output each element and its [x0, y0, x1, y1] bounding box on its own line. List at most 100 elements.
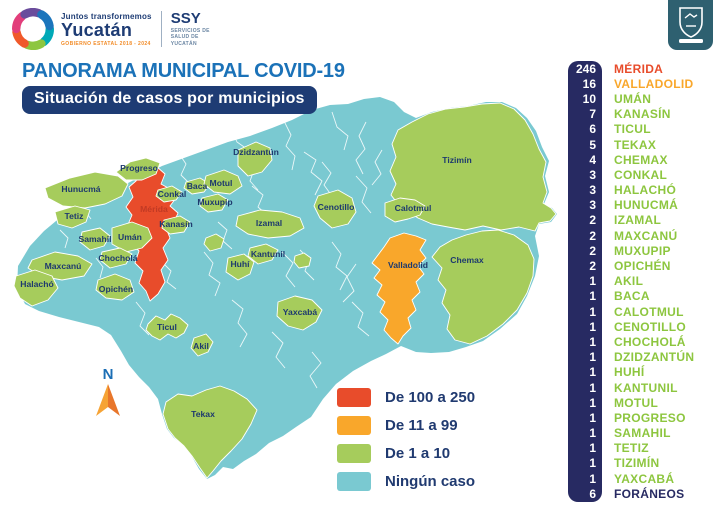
map-label-chochola: Chocholá [98, 253, 137, 263]
case-count: 10 [582, 91, 596, 106]
municipality-name: PROGRESO [614, 410, 686, 425]
agency-name: SERVICIOS DE SALUD DE YUCATÁN [170, 27, 210, 47]
municipality-name: FORÁNEOS [614, 486, 685, 501]
municipality-name: TEKAX [614, 137, 657, 152]
map-label-dzidzantun: Dzidzantún [233, 147, 279, 157]
map-region-baca [183, 177, 211, 195]
legend-row: De 1 a 10 [337, 444, 475, 463]
case-list-row: 1 AKIL [568, 274, 718, 289]
yucatan-knot-icon [12, 8, 54, 50]
map-region-tetiz [54, 205, 91, 229]
case-count: 6 [589, 486, 596, 501]
map-regions-green [13, 102, 557, 479]
case-list-row: 6 FORÁNEOS [568, 486, 718, 501]
map-region-small-b [293, 252, 312, 269]
map-label-yaxcaba: Yaxcabá [283, 307, 318, 317]
map-region-uman [111, 221, 153, 253]
map-label-izamal: Izamal [256, 218, 282, 228]
map-label-conkal: Conkal [158, 189, 187, 199]
case-list-row: 1 MOTUL [568, 395, 718, 410]
case-count: 1 [589, 365, 596, 380]
municipality-name: HUHÍ [614, 365, 645, 380]
municipality-name: IZAMAL [614, 213, 662, 228]
map-label-maxcanu: Maxcanú [45, 261, 82, 271]
map-region-conkal [155, 185, 183, 203]
municipality-name: CENOTILLO [614, 319, 687, 334]
map-label-muxupip: Muxupip [197, 197, 232, 207]
case-list-row: 2 MAXCANÚ [568, 228, 718, 243]
map-label-tizimin: Tizimín [442, 155, 471, 165]
map-label-calotmul: Calotmul [395, 203, 432, 213]
map-label-ticul: Ticul [157, 322, 177, 332]
case-list-row: 1 CHOCHOLÁ [568, 334, 718, 349]
legend-label: De 100 a 250 [385, 389, 476, 406]
case-list-row: 2 MUXUPIP [568, 243, 718, 258]
map-region-chemax [431, 229, 535, 345]
municipality-name: MUXUPIP [614, 243, 671, 258]
municipality-name: MOTUL [614, 395, 659, 410]
case-count: 4 [589, 152, 596, 167]
case-count: 6 [589, 122, 596, 137]
map-label-samahil: Samahil [79, 234, 112, 244]
case-count: 2 [589, 243, 596, 258]
municipality-name: SAMAHIL [614, 426, 671, 441]
municipality-name: KANASÍN [614, 107, 671, 122]
municipality-name: MÉRIDA [614, 61, 664, 76]
map-region-akil [190, 333, 214, 357]
map-label-progreso: Progreso [120, 163, 158, 173]
map-region-small-a [203, 233, 225, 252]
municipality-name: VALLADOLID [614, 76, 694, 91]
case-list-row: 246 MÉRIDA [568, 61, 718, 76]
map-label-halacho: Halachó [20, 279, 53, 289]
compass-north-label: N [102, 366, 114, 383]
case-list-row: 1 BACA [568, 289, 718, 304]
case-list-row: 4 CHEMAX [568, 152, 718, 167]
case-count: 16 [582, 76, 596, 91]
municipality-name: CONKAL [614, 167, 668, 182]
case-list-row: 1 DZIDZANTÚN [568, 350, 718, 365]
map-region-cenotillo [313, 189, 357, 229]
map-label-akil: Akil [193, 341, 209, 351]
case-list-row: 5 TEKAX [568, 137, 718, 152]
legend-label: De 1 a 10 [385, 445, 451, 462]
map-region-yaxcaba [276, 295, 323, 331]
case-count: 246 [575, 61, 596, 76]
case-list-row: 1 YAXCABÁ [568, 471, 718, 486]
case-count: 1 [589, 350, 596, 365]
legend-label: De 11 a 99 [385, 417, 458, 434]
case-count: 1 [589, 395, 596, 410]
case-list-row: 3 HALACHÓ [568, 183, 718, 198]
municipality-name: UMÁN [614, 91, 652, 106]
case-count: 3 [589, 167, 596, 182]
brand-name: Yucatán [61, 19, 133, 40]
map-region-tekax [162, 385, 258, 479]
case-count: 3 [589, 198, 596, 213]
map-label-uman: Umán [118, 232, 142, 242]
map-label-cenotillo: Cenotillo [318, 202, 355, 212]
map-region-chochola [99, 247, 133, 269]
case-list-row: 1 HUHÍ [568, 365, 718, 380]
case-count: 1 [589, 274, 596, 289]
case-count: 1 [589, 289, 596, 304]
case-list-row: 6 TICUL [568, 122, 718, 137]
municipality-name: TIZIMÍN [614, 456, 660, 471]
map-label-tetiz: Tetiz [65, 211, 84, 221]
map-label-tekax: Tekax [191, 409, 215, 419]
legend-swatch [337, 444, 371, 463]
case-list-row: 7 KANASÍN [568, 107, 718, 122]
map-region-kanasin [161, 215, 191, 235]
legend-swatch [337, 416, 371, 435]
case-list-row: 1 SAMAHIL [568, 426, 718, 441]
case-count: 5 [589, 137, 596, 152]
case-count: 1 [589, 426, 596, 441]
municipality-name: TETIZ [614, 441, 649, 456]
agency-acronym: SSY [170, 9, 201, 27]
case-count-list: 246 MÉRIDA 16 VALLADOLID 10 UMÁN 7 KANASÍN 6 TICU… [568, 61, 718, 503]
municipality-name: HALACHÓ [614, 183, 677, 198]
municipality-name: KANTUNIL [614, 380, 678, 395]
state-government-logo: Juntos transformemos Yucatán GOBIERNO ES… [12, 8, 219, 50]
case-count: 1 [589, 471, 596, 486]
